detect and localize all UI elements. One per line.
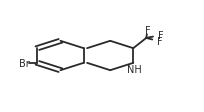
Text: Br: Br [19, 58, 29, 68]
Text: F: F [144, 26, 150, 36]
Text: F: F [158, 31, 163, 41]
Text: NH: NH [126, 65, 141, 74]
Text: F: F [156, 37, 162, 47]
